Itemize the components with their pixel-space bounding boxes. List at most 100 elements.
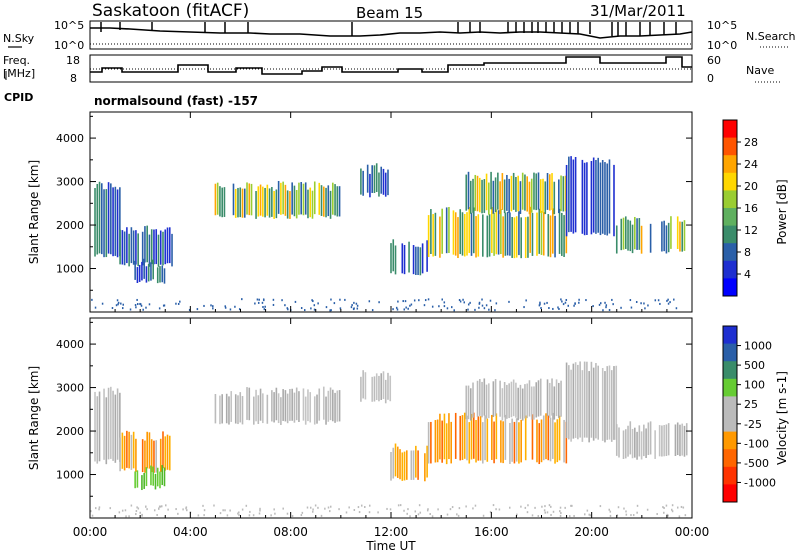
power-ground-scatter [481,304,484,307]
power-ground-scatter [557,306,559,309]
velocity-ytick-label: 4000 [56,338,84,351]
velocity-ground-scatter [472,507,474,510]
velocity-ground-scatter [449,508,452,511]
velocity-colorbar: 1000 500 100 25 -25 -100 -500 -1000 [722,325,776,503]
velocity-ground-scatter [427,508,429,511]
velocity-ground-scatter [546,511,549,514]
power-ground-scatter [158,307,161,310]
power-ground-scatter [353,301,355,304]
power-ground-scatter [339,298,341,301]
velocity-ground-scatter [121,509,124,512]
velocity-ground-scatter [159,505,162,508]
velocity-ground-scatter [406,512,408,515]
velocity-ground-scatter [550,513,552,516]
power-ground-scatter [508,300,510,303]
velocity-ground-scatter [474,504,477,507]
power-ground-scatter [578,301,580,304]
velocity-ground-scatter [414,510,417,513]
velocity-ground-scatter [219,512,222,515]
power-ground-scatter [561,300,563,303]
power-ground-scatter [562,303,565,306]
velocity-ground-scatter [684,514,687,517]
power-ground-scatter [453,309,455,312]
velocity-colorbar-tick-label: -25 [744,418,762,431]
velocity-ground-scatter [482,514,485,517]
power-ground-scatter [657,299,660,302]
power-ylabel: Slant Range [km] [27,160,41,264]
velocity-ground-scatter [509,506,511,509]
power-ground-scatter [311,299,313,302]
power-ground-scatter [313,304,316,307]
velocity-ground-scatter [224,509,226,512]
velocity-ground-scatter [571,504,573,507]
velocity-colorbar-tick-label: -100 [744,437,769,450]
power-ground-scatter [330,298,332,301]
velocity-ground-scatter [465,505,467,508]
power-ground-scatter [117,301,120,304]
power-ground-scatter [313,308,316,311]
velocity-ground-scatter [599,505,602,508]
velocity-ground-scatter [146,508,148,511]
power-ground-scatter [212,305,214,308]
power-ground-scatter [427,298,430,301]
velocity-ground-scatter [282,507,284,510]
velocity-ground-scatter [286,512,289,515]
time-tick-label: 16:00 [474,525,509,539]
power-ground-scatter [263,299,265,302]
noise-right-tick-bottom: 10^0 [707,39,737,52]
noise-spikes [100,22,677,36]
freq-left-tick-top: 18 [66,54,80,67]
velocity-ground-scatter [564,506,566,509]
velocity-ground-scatter [203,509,206,512]
velocity-colorbar-tick-label: 25 [744,398,758,411]
velocity-ground-scatter [327,506,330,509]
power-ytick-label: 1000 [56,263,84,276]
velocity-ground-scatter [437,508,439,511]
power-ground-scatter [629,299,632,302]
velocity-ground-scatter [109,507,112,510]
power-ground-scatter [284,304,286,307]
power-ground-scatter [392,308,394,311]
power-ground-scatter [261,301,264,304]
velocity-ground-scatter [670,508,673,511]
velocity-ground-scatter [98,508,100,511]
power-colorbar-segment [723,137,737,156]
power-ground-scatter [666,299,668,302]
velocity-ground-scatter [137,507,140,510]
power-ground-scatter [263,308,266,311]
cpid-label: CPID [4,91,33,104]
velocity-ground-scatter [203,514,205,517]
velocity-ytick-label: 3000 [56,382,84,395]
velocity-colorbar-segment [723,484,737,503]
velocity-ground-scatter [609,514,612,517]
power-ytick-label: 3000 [56,176,84,189]
power-ground-scatter [121,307,124,310]
power-ground-scatter [101,302,104,305]
power-ground-scatter [111,307,114,310]
velocity-ground-scatter [541,505,543,508]
velocity-colorbar-tick-label: 1000 [744,340,772,353]
power-ground-scatter [256,298,259,301]
velocity-ground-scatter [301,511,304,514]
power-ground-scatter [410,303,413,306]
power-ground-scatter [272,303,275,306]
velocity-ground-scatter [671,510,674,513]
power-ground-scatter [640,302,642,305]
power-ground-scatter [402,300,404,303]
velocity-ground-scatter [678,515,681,518]
velocity-ground-scatter [550,505,552,508]
velocity-ground-scatter [403,509,405,512]
velocity-colorbar-segment [723,414,737,433]
velocity-ground-scatter [329,505,332,508]
velocity-ground-scatter [630,514,632,517]
power-ground-scatter [404,300,407,303]
velocity-colorbar-segment [723,326,737,345]
velocity-ground-scatter [588,513,590,516]
time-tick-label: 12:00 [374,525,409,539]
power-ground-scatter [612,303,614,306]
velocity-ground-scatter [586,509,589,512]
power-ground-scatter [608,309,611,312]
velocity-ground-scatter [226,514,229,517]
velocity-ground-scatter [520,505,522,508]
velocity-ground-scatter [135,510,138,513]
